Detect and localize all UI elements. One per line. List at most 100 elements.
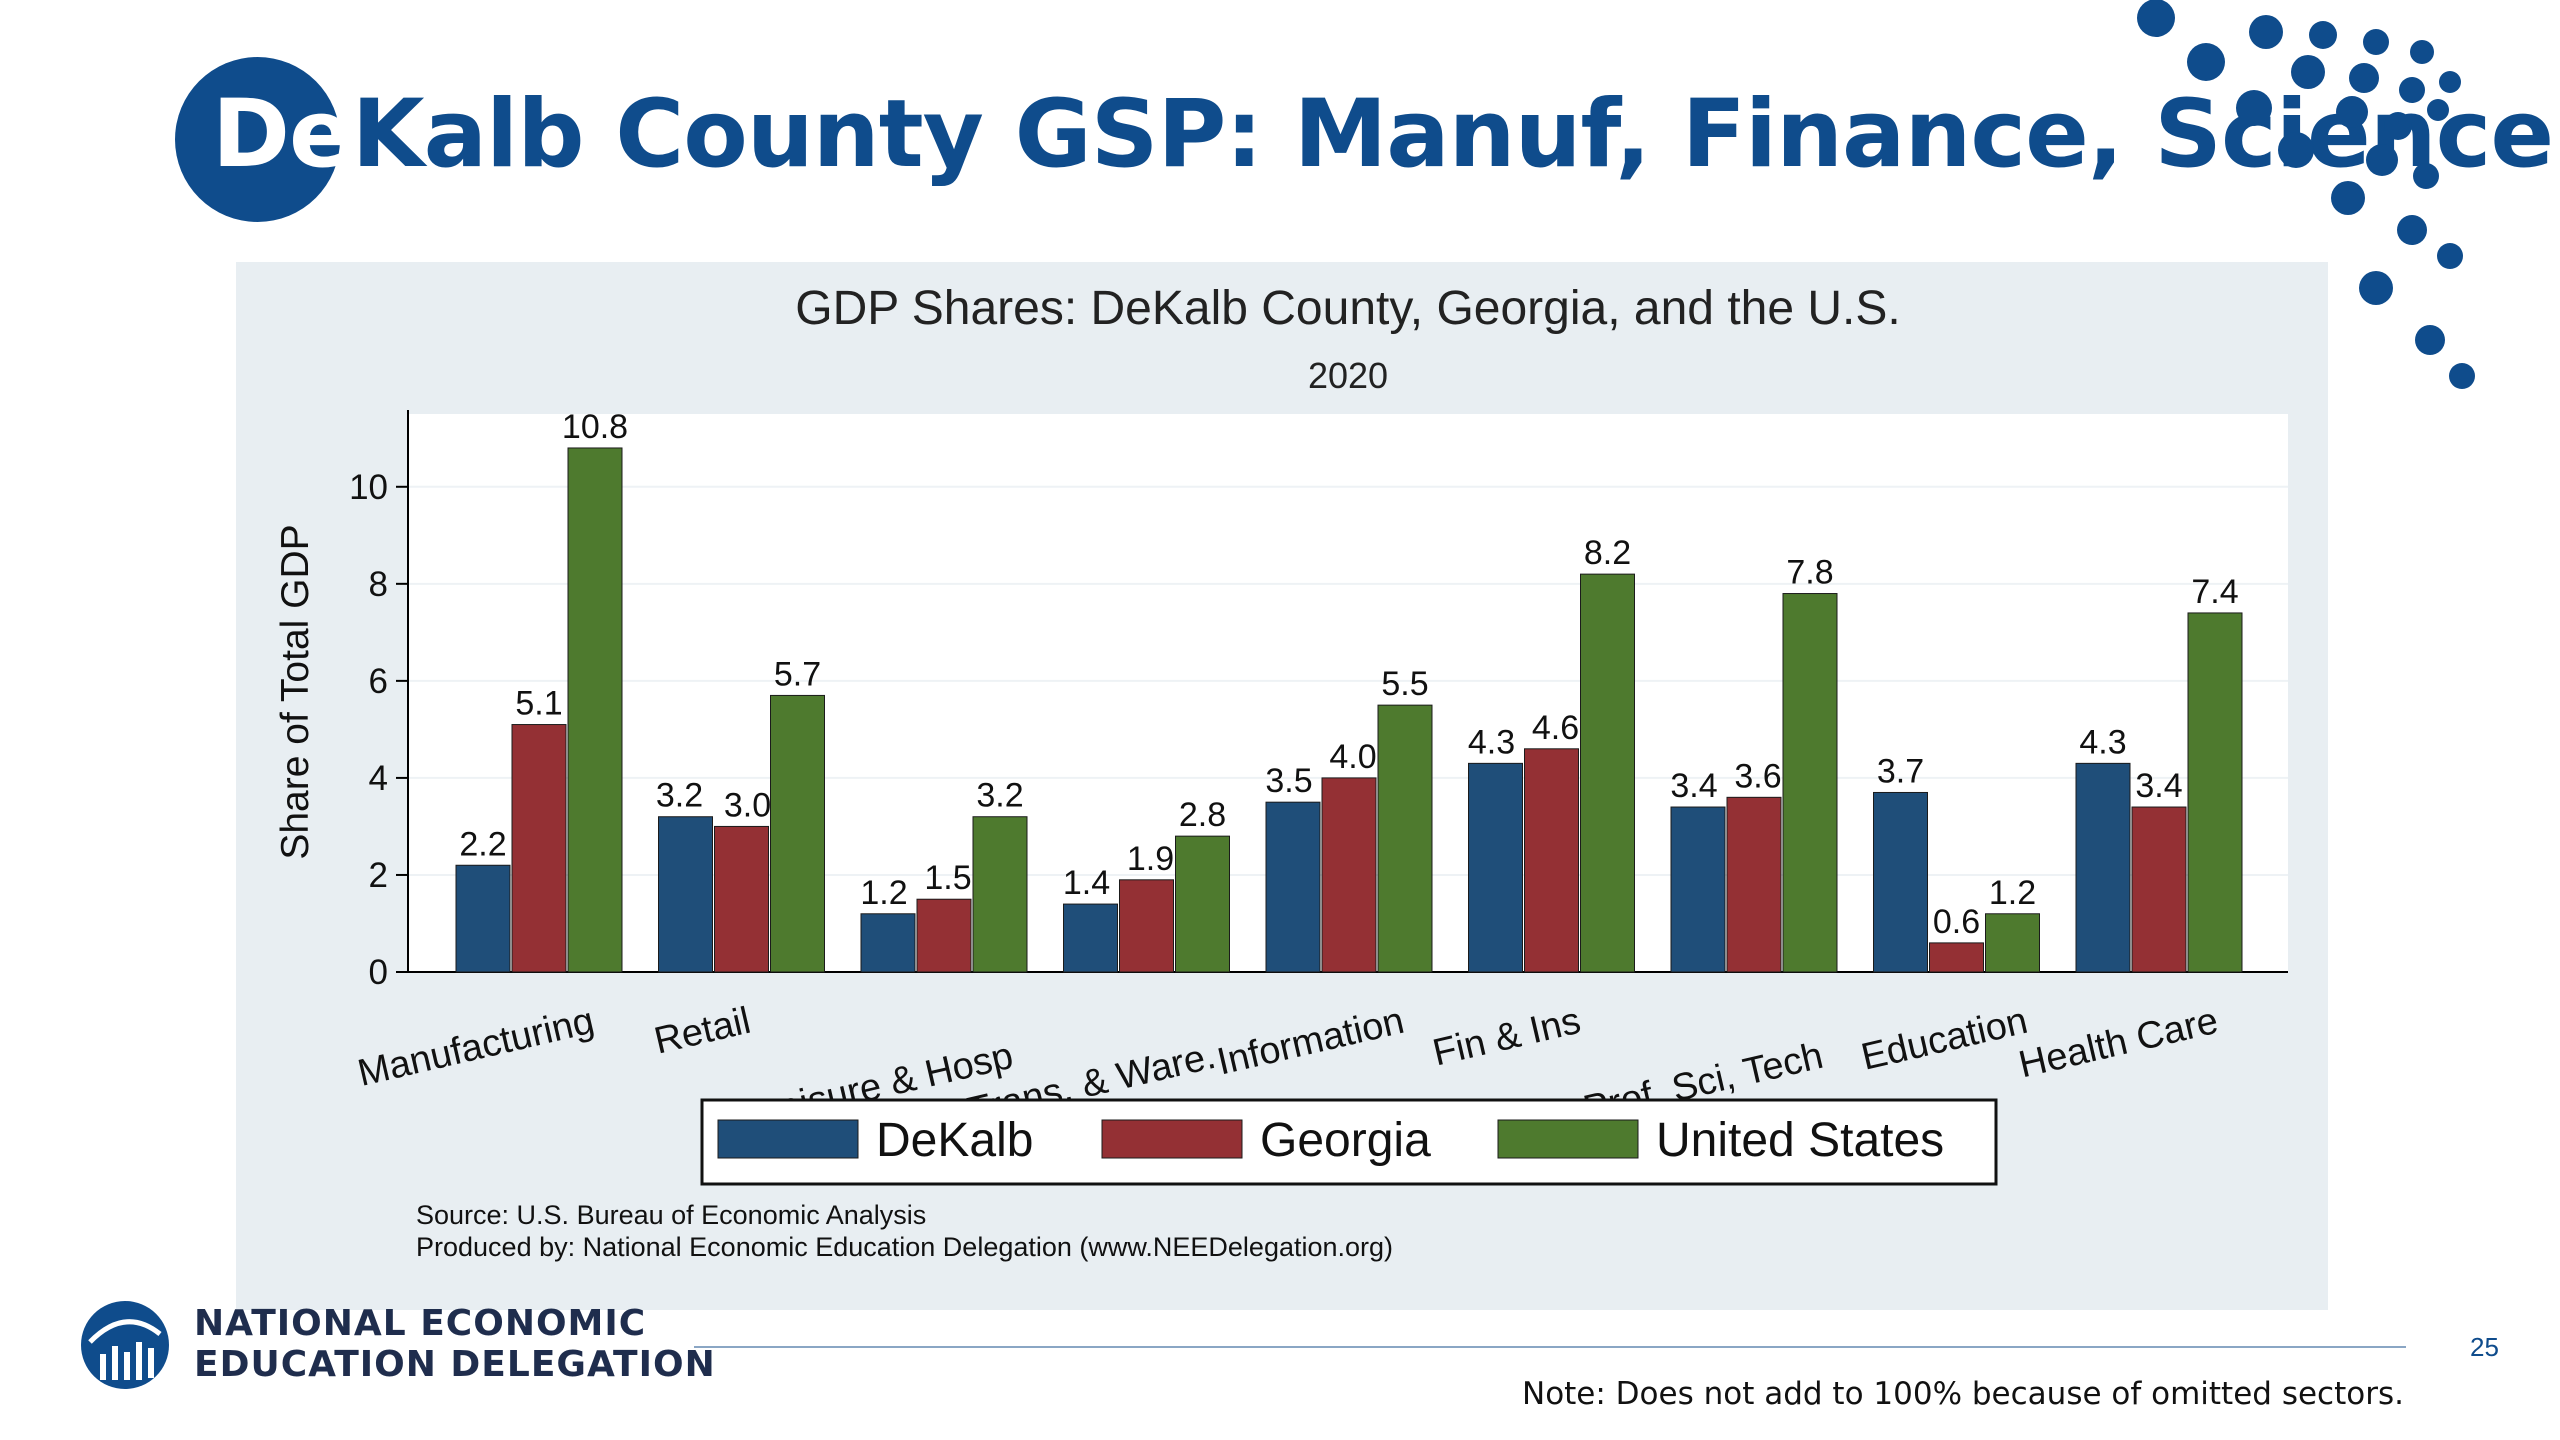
data-label: 10.8 [562,408,628,446]
decor-dot [2249,15,2283,49]
x-tick-label: Health Care [2015,1000,2222,1087]
data-label: 1.5 [924,859,971,897]
ned-logo-icon [81,1301,169,1389]
title-de: De [212,80,353,189]
decor-dot [2415,325,2445,355]
x-tick-label: Manufacturing [354,1000,598,1095]
decor-dot [2349,63,2379,93]
decor-dot [2366,144,2398,176]
bar-united-states [1580,573,1635,973]
footnote: Note: Does not add to 100% because of om… [1522,1376,2404,1412]
data-label: 3.7 [1877,752,1924,790]
decor-dot [2309,21,2337,49]
dot-pattern-icon [2137,0,2475,389]
x-tick-label: Information [1213,1000,1408,1084]
decor-dot [2410,40,2434,64]
bar-dekalb [860,913,916,973]
bar-dekalb [1670,806,1726,973]
decor-dot [2427,99,2449,121]
slide-title: DeKalb County GSP: Manuf, Finance, Scien… [212,80,2554,189]
org-name: NATIONAL ECONOMIC EDUCATION DELEGATION [194,1303,716,1385]
bar-dekalb [2075,762,2131,973]
chart-subtitle: 2020 [1308,355,1388,396]
bar-dekalb [1468,762,1523,973]
bar-united-states [972,816,1028,973]
data-label: 4.3 [1468,723,1515,761]
bar-georgia [2131,806,2187,973]
data-label: 1.2 [860,874,907,912]
data-label: 2.2 [459,825,506,863]
legend-swatch [1497,1119,1639,1159]
decor-dot [2187,43,2225,81]
bar-georgia [1524,748,1579,973]
bar-georgia [1726,796,1782,973]
bar-united-states [1377,704,1433,973]
org-name-line2: EDUCATION DELEGATION [194,1344,716,1385]
data-label: 0.6 [1933,903,1980,941]
bar-dekalb [455,864,511,973]
chart-panel: GDP Shares: DeKalb County, Georgia, and … [236,262,2328,1310]
x-tick-label: Fin & Ins [1429,1000,1585,1075]
title-rest: Kalb County GSP: Manuf, Finance, Science [351,80,2554,189]
decor-dot [2399,77,2425,103]
gdp-share-chart: GDP Shares: DeKalb County, Georgia, and … [274,282,2288,1262]
decor-dot [2413,163,2439,189]
decor-dot [2397,215,2427,245]
footer-divider [694,1346,2406,1348]
bar-georgia [1929,942,1984,973]
legend-label: Georgia [1260,1114,1431,1167]
decor-dot [2236,90,2272,126]
y-tick-label: 6 [369,662,388,701]
title-circle-badge [175,57,340,222]
bar-united-states [770,694,825,973]
bar-united-states [1782,593,1838,973]
data-label: 8.2 [1584,534,1631,572]
y-axis-label: Share of Total GDP [274,524,317,859]
data-label: 3.4 [2135,767,2182,805]
data-label: 4.3 [2079,723,2126,761]
decor-dot [2336,96,2368,128]
legend-label: DeKalb [876,1114,1033,1167]
bar-georgia [714,825,769,973]
legend-box [700,1098,1998,1186]
org-name-line1: NATIONAL ECONOMIC [194,1303,647,1344]
data-label: 3.5 [1265,762,1312,800]
bar-united-states [1175,835,1230,973]
decor-dot [2384,112,2412,140]
source-line: Source: U.S. Bureau of Economic Analysis [416,1200,926,1230]
decor-dot [2437,243,2463,269]
bar-georgia [1321,777,1377,973]
data-label: 7.4 [2191,573,2238,611]
data-label: 1.4 [1063,864,1110,902]
producer-line: Produced by: National Economic Education… [416,1232,1393,1262]
x-tick-label: Retail [650,1000,754,1063]
data-label: 1.9 [1127,840,1174,878]
data-label: 3.0 [724,786,771,824]
decor-dot [2278,132,2314,168]
data-label: 5.1 [515,685,562,723]
decor-dot [2331,181,2365,215]
decor-dot [2137,0,2175,37]
decor-dot [2449,363,2475,389]
y-tick-label: 10 [349,468,388,507]
decor-dot [2291,55,2325,89]
bar-dekalb [1265,801,1321,973]
legend-label: United States [1656,1114,1944,1167]
y-tick-label: 2 [369,856,388,895]
chart-title: GDP Shares: DeKalb County, Georgia, and … [795,282,1900,335]
data-label: 3.2 [976,777,1023,815]
page-number: 25 [2470,1332,2499,1362]
data-label: 5.5 [1381,665,1428,703]
data-label: 4.0 [1329,738,1376,776]
legend-swatch [1101,1119,1243,1159]
y-tick-label: 4 [369,759,388,798]
x-tick-label: Education [1857,1000,2031,1079]
data-label: 1.2 [1989,874,2036,912]
bar-georgia [1119,879,1174,973]
bar-united-states [1985,913,2040,973]
data-label: 2.8 [1179,796,1226,834]
bar-georgia [916,898,972,973]
data-label: 4.6 [1532,709,1579,747]
bar-united-states [567,447,623,973]
decor-dot [2363,29,2389,55]
